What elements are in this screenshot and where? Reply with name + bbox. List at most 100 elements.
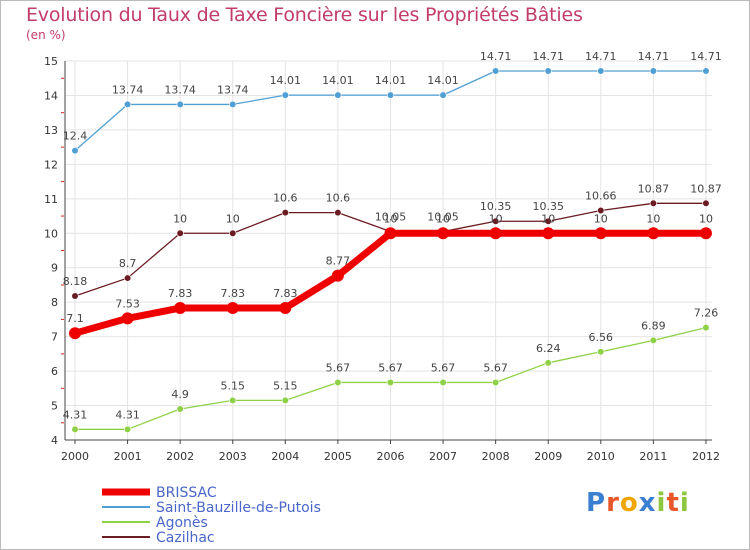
data-label: 14.01 — [270, 74, 302, 87]
data-point — [71, 425, 79, 433]
data-point — [71, 292, 79, 300]
data-point — [279, 302, 292, 315]
y-tick-label: 4 — [51, 434, 58, 447]
y-tick-label: 7 — [51, 331, 58, 344]
data-point — [649, 199, 657, 207]
data-point — [544, 67, 552, 75]
data-point — [597, 206, 605, 215]
chart-title: Evolution du Taux de Taxe Foncière sur l… — [26, 4, 583, 26]
data-point — [702, 324, 710, 332]
data-label: 12.4 — [63, 130, 88, 143]
y-tick-label: 11 — [44, 193, 58, 206]
logo-letter: i — [679, 488, 690, 518]
x-tick-label: 2010 — [587, 450, 615, 463]
data-label: 10 — [594, 212, 608, 225]
data-point — [544, 217, 552, 225]
data-label: 7.53 — [115, 297, 140, 310]
data-point — [384, 227, 397, 240]
data-point — [649, 336, 657, 345]
x-tick-label: 2000 — [61, 450, 89, 463]
data-label: 10.6 — [326, 192, 351, 205]
data-label: 10 — [436, 212, 450, 225]
data-point — [597, 348, 605, 356]
data-label: 10.05 — [427, 211, 459, 224]
data-label: 13.74 — [112, 83, 144, 96]
data-point — [229, 396, 237, 404]
chart-axes: 4 5 6 7 8 9 10 11 12 13 14 15 2000 2001 2002 2003 2004 20… — [44, 55, 720, 463]
y-tick-label: 14 — [44, 89, 58, 102]
data-label: 6.56 — [589, 331, 614, 344]
legend-label: Cazilhac — [156, 530, 215, 546]
data-point — [229, 229, 237, 237]
data-point — [492, 378, 500, 387]
data-label: 14.01 — [427, 74, 459, 87]
data-point — [69, 327, 81, 340]
data-label: 4.31 — [63, 408, 88, 421]
data-point — [331, 269, 344, 282]
x-tick-label: 2009 — [534, 450, 562, 463]
data-point — [229, 100, 237, 109]
y-tick-label: 10 — [44, 227, 58, 240]
x-tick-label: 2007 — [429, 450, 457, 463]
y-axis-unit-label: (en %) — [26, 28, 66, 42]
data-point — [647, 227, 660, 240]
y-tick-label: 5 — [51, 400, 58, 413]
data-point — [176, 229, 184, 237]
series-agon-s — [71, 324, 710, 433]
data-label: 8.18 — [63, 275, 88, 288]
data-label: 7.83 — [168, 287, 193, 300]
data-point — [226, 302, 239, 315]
data-point — [176, 405, 184, 413]
data-point — [281, 91, 289, 99]
data-label: 10.66 — [585, 190, 617, 203]
chart-legend: BRISSACSaint-Bauzille-de-PutoisAgonèsCaz… — [102, 485, 321, 546]
data-label: 6.89 — [641, 319, 666, 332]
data-label: 8.77 — [326, 255, 351, 268]
data-point — [437, 227, 450, 240]
data-label: 10 — [646, 212, 660, 225]
data-label: 10 — [541, 212, 555, 225]
data-point — [542, 227, 555, 240]
data-point — [334, 209, 342, 217]
y-tick-label: 9 — [51, 262, 58, 275]
data-label: 14.71 — [585, 50, 617, 63]
data-label: 5.15 — [273, 379, 298, 392]
data-point — [594, 227, 607, 240]
data-label: 10 — [383, 212, 397, 225]
x-tick-label: 2012 — [692, 450, 720, 463]
x-tick-label: 2003 — [219, 450, 247, 463]
data-label: 10 — [173, 212, 187, 225]
y-tick-label: 8 — [51, 296, 58, 309]
y-tick-label: 13 — [44, 124, 58, 137]
logo-letter: o — [619, 488, 639, 518]
x-tick-label: 2004 — [271, 450, 299, 463]
series-brissac — [69, 227, 712, 340]
data-label: 14.71 — [690, 50, 722, 63]
data-label: 10.6 — [273, 192, 298, 205]
data-point — [386, 91, 395, 99]
data-point — [386, 378, 395, 387]
data-label: 13.74 — [217, 83, 249, 96]
data-point — [71, 146, 79, 155]
logo-letter: P — [586, 488, 607, 518]
data-label: 7.83 — [273, 287, 298, 300]
x-tick-label: 2008 — [482, 450, 510, 463]
x-tick-label: 2011 — [639, 450, 667, 463]
data-label: 10 — [699, 212, 713, 225]
data-point — [334, 91, 342, 99]
logo-letter: r — [606, 488, 620, 518]
data-label: 6.24 — [536, 342, 561, 355]
data-label: 14.71 — [532, 50, 564, 63]
data-point — [489, 227, 502, 240]
data-point — [492, 67, 500, 75]
x-tick-label: 2006 — [376, 450, 404, 463]
data-label: 10.87 — [690, 182, 722, 195]
data-label: 10 — [226, 212, 240, 225]
data-label: 5.67 — [483, 361, 508, 374]
data-point — [174, 302, 187, 315]
x-tick-label: 2001 — [114, 450, 142, 463]
data-point — [123, 100, 132, 109]
logo-letter: i — [656, 488, 667, 518]
